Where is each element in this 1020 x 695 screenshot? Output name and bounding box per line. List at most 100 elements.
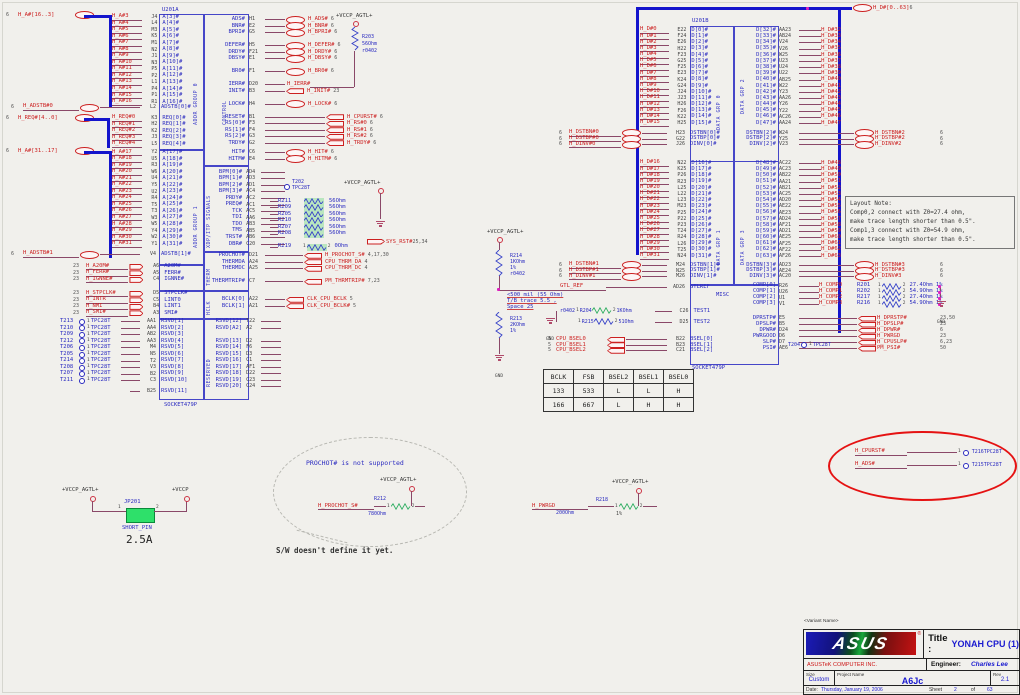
label-s: H_A#5	[112, 27, 142, 34]
label-s: H_A#8	[112, 46, 142, 54]
control-pin-row: BPRI# G5 H_BPRI# 6	[203, 28, 393, 37]
rsvd-testpoint-row: T209 1 TPC28T AB2 RSVD[3]	[60, 332, 203, 339]
label-p: AE23	[779, 209, 792, 216]
label-s: H_D#51	[821, 178, 841, 185]
section-misc: MISC	[716, 292, 730, 298]
label-n: D[35]#	[756, 45, 776, 52]
testpoint-label: T216TPC28T	[971, 448, 1002, 455]
label-s: H_D#20	[640, 185, 670, 192]
data3-pin-row: D[59]# AD21 H_D#59	[733, 228, 841, 235]
label-n: A[13]#	[162, 78, 183, 85]
resistor-icon	[306, 243, 327, 251]
label-n: A[17]#	[162, 149, 183, 156]
label-p: A22	[249, 296, 259, 303]
label-s: H_A20M#	[85, 263, 129, 271]
bsel-fsb-table: BCLK FSB BSEL2 BSEL1 BSEL0 133 533 L L H 166 667 L H H	[543, 369, 694, 412]
label-r: 23	[73, 263, 80, 270]
sw-note: S/W doesn't define it yet.	[276, 546, 394, 555]
label-n: PRDY#	[225, 194, 243, 201]
label-n1: 1	[878, 288, 881, 294]
label-s: H_D#19	[640, 178, 670, 186]
label-r: 6	[940, 129, 944, 136]
power-label: +VCCP_AGTL+	[336, 13, 373, 19]
note-line: make trace length shorter than 0.5".	[850, 219, 976, 225]
resistor-icon	[593, 318, 614, 325]
label-d: R217	[857, 294, 871, 301]
net-flag-icon	[858, 345, 876, 352]
therm-pin-row: THERMTRIP# C7 PM_THRMTRIP# 7,23	[203, 278, 428, 286]
wire	[120, 367, 140, 369]
wire	[270, 220, 278, 222]
net-flag-icon	[129, 303, 144, 310]
wire	[265, 255, 303, 257]
wire	[799, 224, 822, 226]
rsvd-testpoint-row: T210 1 TPC28T AA4 RSVD[2]	[60, 325, 203, 332]
label-v: 56Ohm	[329, 210, 346, 217]
label-p: W2	[151, 234, 158, 241]
sheet-title: YONAH CPU (1)	[951, 639, 1019, 649]
label-t1: 1	[87, 344, 90, 350]
label-s: H_DPRSTP#	[877, 314, 907, 321]
label-s: H_D#62	[821, 246, 841, 253]
wire	[265, 305, 285, 307]
label-p: AB2	[146, 331, 156, 338]
hclk-pin-row: BCLK[0] A22 CLK_CPU_BCLK 5	[203, 296, 413, 304]
reset-pin-row: RS[0]# F3 H_RS#0 6	[203, 120, 433, 128]
wire	[265, 25, 285, 27]
label-n: DEFER#	[225, 42, 245, 48]
wire	[799, 264, 854, 266]
label-n: GTLREF	[690, 283, 710, 290]
u201a-box-rsvdl	[159, 319, 205, 400]
label-n: D[24]#	[691, 209, 712, 216]
pin-number: 1	[578, 319, 581, 324]
label-s: H_A#16	[112, 99, 142, 106]
table-cell: H	[663, 383, 694, 398]
wire	[799, 249, 822, 251]
engineer-name: Charles Lee	[970, 661, 1008, 668]
xdp-pin-row: PRDY# AC2	[203, 195, 285, 202]
pullup-resistor-row: R208 56Ohm	[270, 230, 390, 238]
label-s: H_A#12	[112, 72, 142, 80]
wire	[261, 197, 285, 199]
label-p: AD23	[779, 261, 792, 268]
misc-right-row: DPSLP# B5 H_DPSLP# 23	[733, 321, 963, 328]
data1-pin-row: H_D#27 T24 D[27]#	[640, 228, 733, 235]
label-p: R4	[151, 195, 158, 202]
table-cell: H	[633, 397, 664, 412]
therm-pin-row: PROCHOT# D21 H_PROCHOT_S# 4,17,30	[203, 252, 428, 260]
req-bus	[107, 118, 110, 148]
label-n: D[17]#	[691, 166, 712, 173]
bsel-row: 5 CPU_BSEL0 B22 BSEL[0]	[545, 336, 733, 343]
res-value: 1KOhm	[616, 307, 632, 314]
label-p: G5	[249, 29, 256, 36]
label-p: C5	[153, 296, 160, 303]
label-n: D[49]#	[756, 166, 776, 173]
label-p: F21	[249, 48, 259, 55]
data0-pin-row: H_D#12 H26 D[12]#	[640, 101, 733, 109]
label-s: H_A#9	[112, 53, 142, 60]
label-r: 6	[373, 139, 377, 146]
resistor-icon	[304, 230, 324, 238]
wire	[261, 360, 281, 362]
power-label: +VCCP_AGTL+	[344, 180, 381, 186]
data1-pin-row: H_D#29 L26 D[29]#	[640, 240, 733, 248]
net-flag-icon	[304, 252, 322, 259]
misc2-pin-row: 23 H_INTR C5 LINT0	[70, 297, 203, 304]
label-p: H23	[675, 129, 685, 136]
label-tp: TPC28T	[90, 337, 111, 344]
wire	[556, 311, 557, 322]
label-s: H_A#30	[112, 234, 142, 242]
strobe0-row: 6 H_DSTBP#0 G22 DSTBP[0]#	[556, 135, 733, 144]
testpoint-icon	[79, 371, 85, 378]
wire	[799, 181, 822, 183]
data0-pin-row: H_D#6 F25 D[6]#	[640, 64, 733, 71]
label-p: U22	[779, 70, 789, 77]
data1-pin-row: H_D#25 P22 D[25]#	[640, 215, 733, 223]
wire	[626, 350, 667, 352]
label-p: U1	[779, 294, 786, 301]
label-n: RESET#	[225, 113, 245, 120]
label-s: H_D#18	[640, 172, 670, 180]
data3-pin-row: D[62]# AF22 H_D#62	[733, 247, 841, 253]
rsvd-right-row: RSVD[17] AF1	[203, 364, 281, 371]
label-p: AB22	[779, 172, 792, 179]
